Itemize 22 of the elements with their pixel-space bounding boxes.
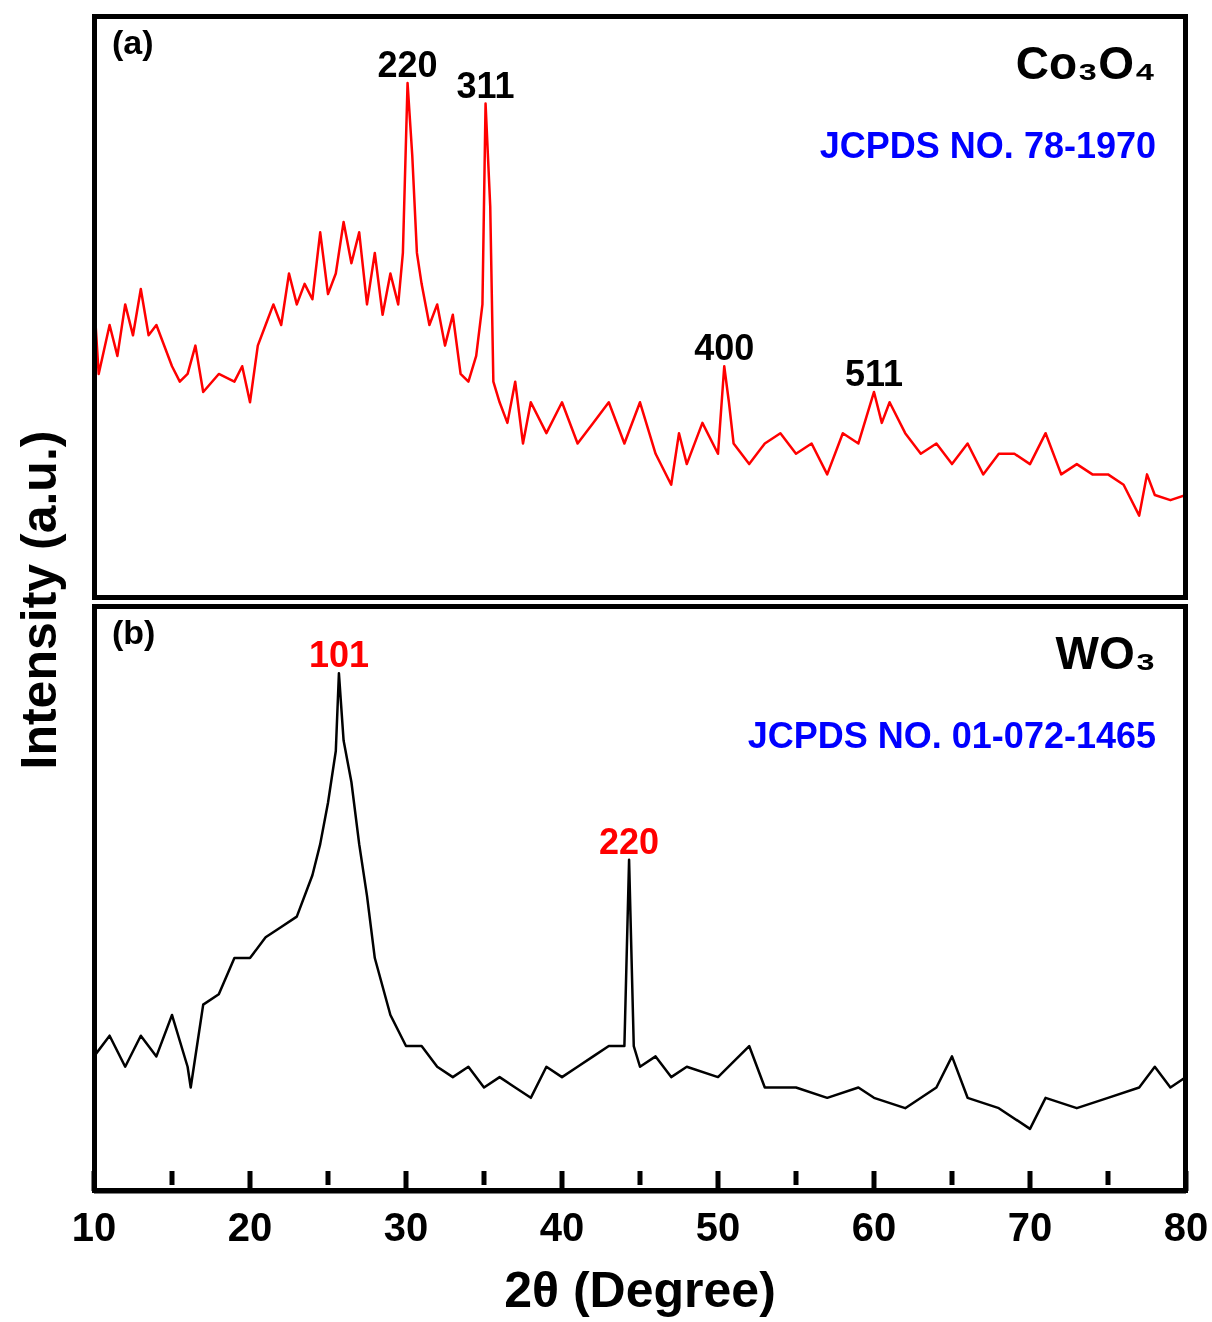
x-tick-label: 40 [539, 1205, 585, 1249]
annotation: Co₃O₄ [1015, 37, 1156, 89]
annotation: 220 [599, 820, 660, 862]
annotation: WO₃ [1055, 627, 1156, 679]
text: (b) [112, 613, 156, 651]
x-tick-label: 30 [383, 1205, 429, 1249]
text: (a) [112, 23, 154, 61]
annotation: 400 [694, 327, 755, 369]
x-tick-label: 20 [227, 1205, 273, 1249]
annotation: 311 [456, 64, 515, 106]
x-tick-label: 60 [851, 1205, 897, 1249]
annotation: 511 [844, 352, 904, 394]
y-axis-title: Intensity (a.u.) [11, 430, 68, 769]
x-tick-label: 50 [695, 1205, 741, 1249]
x-axis-title: 2θ (Degree) [504, 1262, 776, 1318]
annotation: JCPDS NO. 01-072-1465 [747, 715, 1156, 756]
annotation: 101 [308, 634, 369, 676]
annotation: 220 [377, 43, 438, 85]
x-tick-label: 10 [71, 1205, 117, 1249]
annotation: JCPDS NO. 78-1970 [819, 125, 1156, 166]
x-tick-label: 70 [1007, 1205, 1053, 1249]
x-tick-label: 80 [1163, 1205, 1209, 1249]
